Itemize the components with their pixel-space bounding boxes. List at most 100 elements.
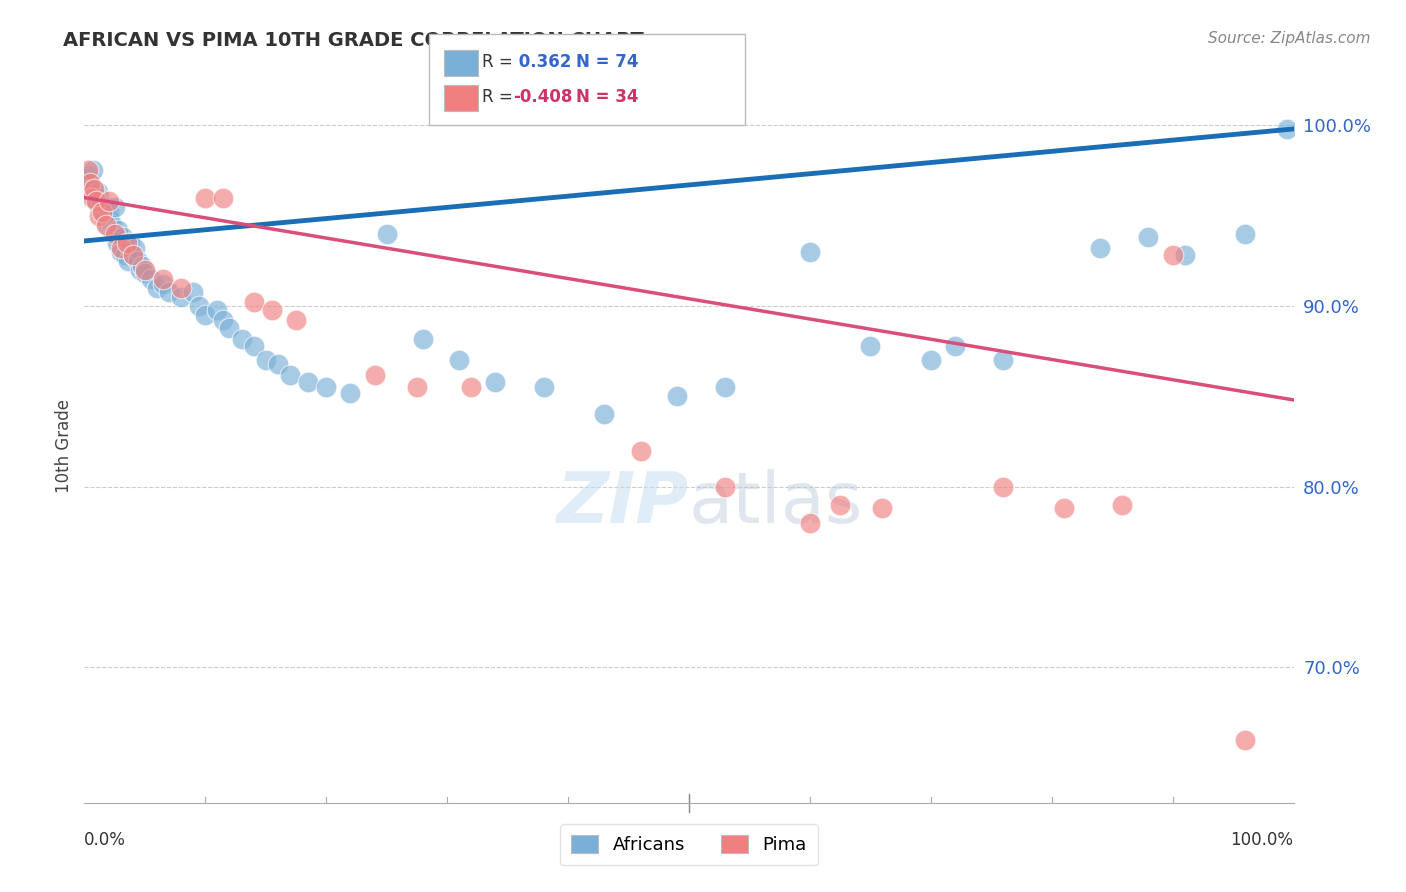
Point [105,235,128,250]
Point [242,295,264,310]
Point [194,308,217,322]
Point [1234,227,1257,241]
Point [297,375,319,389]
Point [152,277,174,292]
Point [872,501,894,516]
Point [129,263,152,277]
Point [77,163,100,178]
Point [96,218,118,232]
Point [799,516,821,530]
Point [115,235,138,250]
Point [104,227,127,241]
Point [146,281,169,295]
Point [449,353,471,368]
Point [267,357,290,371]
Point [181,285,204,299]
Text: ZIP: ZIP [557,468,689,538]
Point [89,191,111,205]
Point [94,212,117,227]
Point [278,368,301,382]
Point [1277,122,1299,136]
Point [94,218,117,232]
Point [79,176,101,190]
Point [83,191,105,205]
Point [139,272,162,286]
Point [339,385,361,400]
Point [231,331,253,345]
Point [460,380,482,394]
Point [412,331,434,345]
Point [76,172,98,186]
Point [665,389,688,403]
Text: AFRICAN VS PIMA 10TH GRADE CORRELATION CHART: AFRICAN VS PIMA 10TH GRADE CORRELATION C… [63,31,644,50]
Point [1111,498,1133,512]
Point [120,235,142,250]
Point [714,380,737,394]
Point [101,218,124,232]
Point [107,223,129,237]
Point [375,227,398,241]
Point [993,480,1015,494]
Point [80,181,103,195]
Point [170,290,193,304]
Point [93,209,115,223]
Point [363,368,385,382]
Text: atlas: atlas [689,468,863,538]
Point [87,200,110,214]
Point [194,191,217,205]
Point [260,302,283,317]
Point [212,191,235,205]
Point [91,205,114,219]
Text: 0.362: 0.362 [513,53,572,70]
Text: N = 34: N = 34 [576,88,638,106]
Point [943,339,966,353]
Text: R =: R = [482,53,519,70]
Point [90,196,112,211]
Point [100,223,122,237]
Point [97,205,120,219]
Point [110,244,132,259]
Point [77,169,100,183]
Text: R =: R = [482,88,519,106]
Point [406,380,429,394]
Point [920,353,942,368]
Point [284,313,308,327]
Point [127,253,149,268]
Point [87,209,110,223]
Point [117,253,139,268]
Point [86,194,108,209]
Point [157,285,180,299]
Point [98,212,121,227]
Text: Source: ZipAtlas.com: Source: ZipAtlas.com [1208,31,1371,46]
Point [104,200,127,214]
Point [188,299,211,313]
Point [218,320,240,334]
Point [97,194,120,209]
Point [80,191,103,205]
Point [714,480,737,494]
Point [859,339,882,353]
Point [121,248,143,262]
Point [79,176,101,190]
Point [799,244,821,259]
Point [1088,241,1111,255]
Point [104,230,127,244]
Point [170,281,193,295]
Point [1137,230,1160,244]
Point [242,339,264,353]
Point [82,163,104,178]
Point [993,353,1015,368]
Point [124,241,146,255]
Point [207,302,229,317]
Point [112,230,135,244]
Point [630,443,652,458]
Y-axis label: 10th Grade: 10th Grade [55,399,73,493]
Point [1174,248,1197,262]
Point [91,205,114,219]
Point [103,227,125,241]
Point [110,241,132,255]
Point [152,272,174,286]
Point [134,267,156,281]
Point [254,353,277,368]
Point [86,194,108,209]
